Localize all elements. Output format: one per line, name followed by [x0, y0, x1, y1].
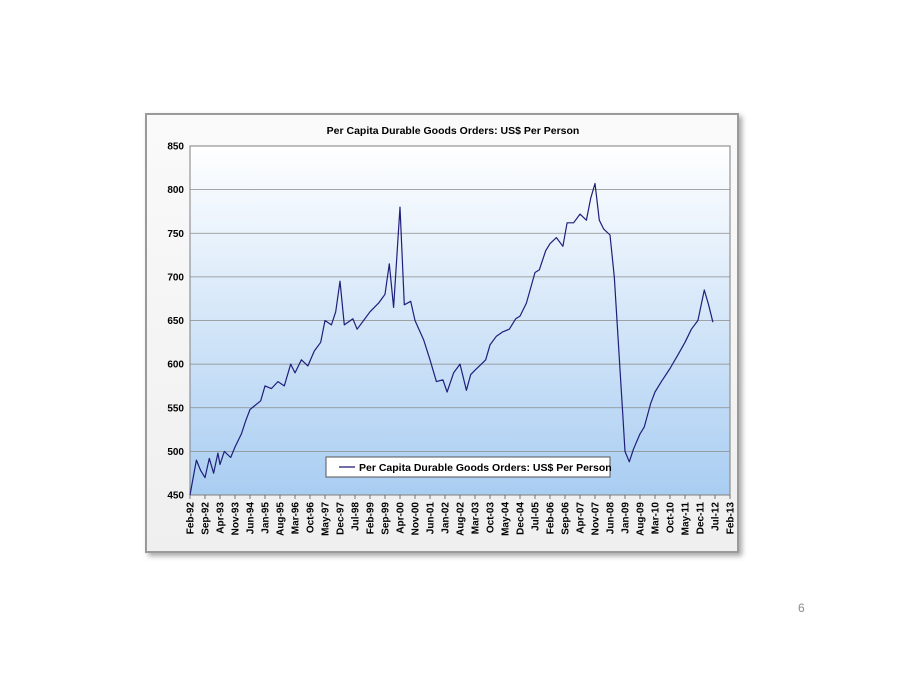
- chart-frame: Per Capita Durable Goods Orders: US$ Per…: [145, 113, 739, 553]
- y-tick-label: 800: [167, 185, 184, 196]
- legend-label: Per Capita Durable Goods Orders: US$ Per…: [359, 462, 612, 474]
- x-tick-label: Apr-00: [396, 502, 407, 534]
- x-tick-label: Jan-02: [441, 502, 452, 534]
- y-tick-label: 650: [167, 316, 184, 327]
- x-tick-label: Jul-05: [531, 502, 542, 531]
- x-tick-label: Mar-96: [291, 502, 302, 535]
- x-tick-label: May-11: [681, 502, 692, 536]
- line-chart: Per Capita Durable Goods Orders: US$ Per…: [167, 125, 737, 536]
- x-tick-label: Jul-98: [351, 502, 362, 531]
- x-tick-label: Aug-95: [276, 502, 287, 536]
- x-tick-label: Oct-96: [306, 502, 317, 534]
- x-tick-label: Feb-99: [366, 502, 377, 535]
- gridlines: [190, 189, 730, 452]
- x-tick-label: Aug-09: [636, 502, 647, 536]
- y-tick-label: 450: [167, 491, 184, 502]
- legend: Per Capita Durable Goods Orders: US$ Per…: [325, 456, 612, 478]
- x-tick-label: Nov-00: [411, 502, 422, 536]
- x-tick-label: Apr-07: [576, 502, 587, 534]
- y-axis-ticks: 450 500 550 600 650 700 750 800 850: [167, 142, 184, 502]
- x-tick-label: Feb-13: [726, 502, 737, 535]
- y-tick-label: 850: [167, 142, 184, 153]
- x-tick-label: Feb-92: [186, 502, 197, 535]
- y-tick-label: 750: [167, 229, 184, 240]
- x-tick-label: Jun-94: [246, 502, 257, 535]
- x-tick-label: Oct-03: [486, 502, 497, 534]
- series-layer: [189, 182, 714, 496]
- x-tick-label: Sep-99: [381, 502, 392, 535]
- x-tick-label: Dec-97: [336, 502, 347, 535]
- page-number: 6: [798, 601, 805, 615]
- y-tick-label: 500: [167, 447, 184, 458]
- x-tick-label: Jan-09: [621, 502, 632, 534]
- x-axis-ticks: Feb-92 Sep-92 Apr-93 Nov-93 Jun-94 Jan-95 Aug-…: [186, 495, 737, 536]
- x-tick-label: Aug-02: [456, 502, 467, 536]
- x-tick-label: Jan-95: [261, 502, 272, 534]
- chart-title: Per Capita Durable Goods Orders: US$ Per…: [327, 125, 580, 137]
- series-line-0: [189, 182, 714, 496]
- y-tick-label: 700: [167, 272, 184, 283]
- x-tick-label: Jun-08: [606, 502, 617, 535]
- x-tick-label: Dec-04: [516, 502, 527, 535]
- x-tick-label: Sep-06: [561, 502, 572, 535]
- x-tick-label: Dec-11: [696, 502, 707, 535]
- x-tick-label: Mar-10: [651, 502, 662, 535]
- x-tick-label: Nov-07: [591, 502, 602, 536]
- x-tick-label: Nov-93: [231, 502, 242, 536]
- y-tick-label: 550: [167, 403, 184, 414]
- x-tick-label: Jul-12: [711, 502, 722, 531]
- x-tick-label: May-97: [321, 502, 332, 536]
- x-tick-label: Apr-93: [216, 502, 227, 534]
- y-tick-label: 600: [167, 360, 184, 371]
- legend-box: [325, 456, 611, 478]
- x-tick-label: May-04: [501, 502, 512, 536]
- x-tick-label: Jun-01: [426, 502, 437, 535]
- x-tick-label: Feb-06: [546, 502, 557, 535]
- x-tick-label: Sep-92: [201, 502, 212, 535]
- x-tick-label: Oct-10: [666, 502, 677, 534]
- x-tick-label: Mar-03: [471, 502, 482, 535]
